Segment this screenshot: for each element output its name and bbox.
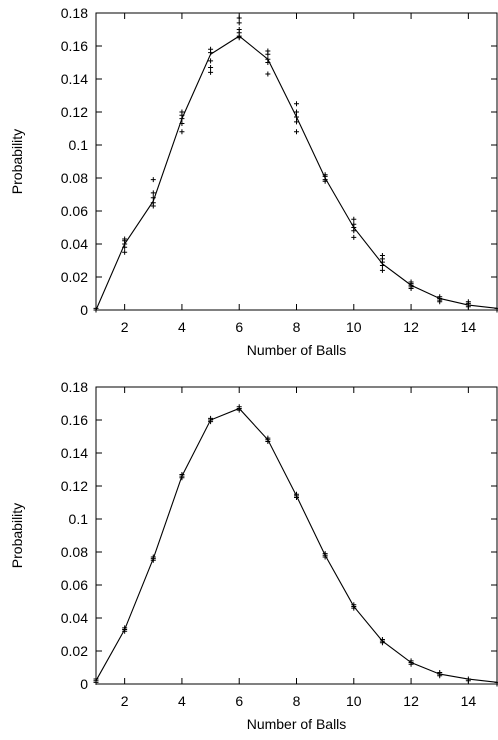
data-point [150, 195, 156, 201]
series-line [95, 35, 498, 311]
data-point [408, 658, 414, 664]
x-tick-label: 12 [403, 693, 419, 709]
data-point [93, 305, 99, 311]
x-tick-label: 2 [121, 693, 129, 709]
x-axis-label: Number of Balls [247, 716, 347, 732]
data-point [322, 551, 328, 557]
data-point [236, 15, 242, 21]
data-point [294, 491, 299, 497]
x-tick-label: 10 [346, 319, 362, 335]
data-point [236, 404, 242, 410]
y-axis-label: Probability [9, 503, 25, 568]
data-point [437, 669, 443, 675]
y-tick-label: 0.08 [61, 544, 88, 560]
data-point [294, 129, 299, 135]
data-point [179, 471, 185, 477]
data-point [179, 129, 185, 135]
x-tick-label: 6 [235, 693, 243, 709]
data-point [122, 236, 128, 242]
x-tick-label: 4 [178, 319, 186, 335]
data-point [465, 676, 471, 682]
y-tick-label: 0.02 [61, 643, 88, 659]
data-point [294, 119, 299, 125]
data-point [265, 435, 271, 441]
data-point [379, 253, 385, 259]
data-point [265, 56, 271, 62]
y-tick-label: 0.16 [61, 38, 88, 54]
x-tick-label: 4 [178, 693, 186, 709]
y-tick-label: 0.02 [61, 269, 88, 285]
y-tick-label: 0.1 [69, 511, 89, 527]
y-tick-label: 0.18 [61, 379, 88, 395]
x-tick-label: 10 [346, 693, 362, 709]
y-tick-label: 0 [80, 676, 88, 692]
x-tick-label: 14 [461, 319, 477, 335]
data-point [322, 172, 328, 178]
data-point [93, 676, 99, 682]
x-tick-label: 6 [235, 319, 243, 335]
data-point [150, 190, 156, 196]
y-tick-label: 0.12 [61, 104, 88, 120]
data-point [236, 20, 242, 26]
x-tick-label: 2 [121, 319, 129, 335]
plot-frame [95, 386, 498, 685]
data-point [294, 114, 299, 120]
y-tick-label: 0.12 [61, 478, 88, 494]
data-point [150, 200, 156, 206]
y-axis-label: Probability [9, 129, 25, 194]
data-point [265, 71, 271, 77]
chart-panel-1: 0 0.02 0.04 0.06 0.08 0.1 0.12 0.14 0.16 0.18 2 4 6 8… [9, 5, 498, 358]
data-point [208, 58, 214, 64]
y-tick-label: 0.16 [61, 412, 88, 428]
data-point [122, 625, 128, 631]
data-point [150, 554, 156, 560]
data-point [179, 109, 185, 115]
data-point [351, 602, 357, 608]
y-tick-label: 0 [80, 302, 88, 318]
x-tick-label: 8 [293, 319, 301, 335]
data-point [179, 121, 185, 127]
data-point [379, 267, 385, 273]
y-tick-label: 0.06 [61, 577, 88, 593]
data-point [150, 177, 156, 183]
data-point [494, 679, 498, 685]
data-point [122, 249, 128, 255]
data-point [351, 221, 357, 227]
y-tick-label: 0.14 [61, 71, 88, 87]
chart-panel-2: 0 0.02 0.04 0.06 0.08 0.1 0.12 0.14 0.16 0.18 2 4 6 8… [9, 379, 498, 732]
y-tick-label: 0.08 [61, 170, 88, 186]
data-point [494, 305, 498, 311]
data-point [437, 294, 443, 300]
y-tick-label: 0.04 [61, 610, 88, 626]
data-point [208, 69, 214, 75]
y-tick-label: 0.18 [61, 5, 88, 21]
data-point [351, 216, 357, 222]
y-tick-label: 0.1 [69, 137, 89, 153]
data-point [351, 234, 357, 240]
x-tick-label: 12 [403, 319, 419, 335]
data-point [294, 109, 299, 115]
data-point [408, 279, 414, 285]
data-point [208, 415, 214, 421]
data-point [208, 64, 214, 70]
data-point [208, 46, 214, 52]
data-point [379, 636, 385, 642]
x-tick-label: 8 [293, 693, 301, 709]
y-tick-label: 0.06 [61, 203, 88, 219]
data-point [236, 27, 242, 32]
y-tick-label: 0.04 [61, 236, 88, 252]
series-line [95, 407, 498, 683]
data-point [294, 101, 299, 107]
data-point [465, 299, 471, 305]
x-axis-label: Number of Balls [247, 342, 347, 358]
data-point [265, 48, 271, 54]
plot-frame [95, 12, 498, 311]
x-tick-label: 14 [461, 693, 477, 709]
y-tick-label: 0.14 [61, 445, 88, 461]
